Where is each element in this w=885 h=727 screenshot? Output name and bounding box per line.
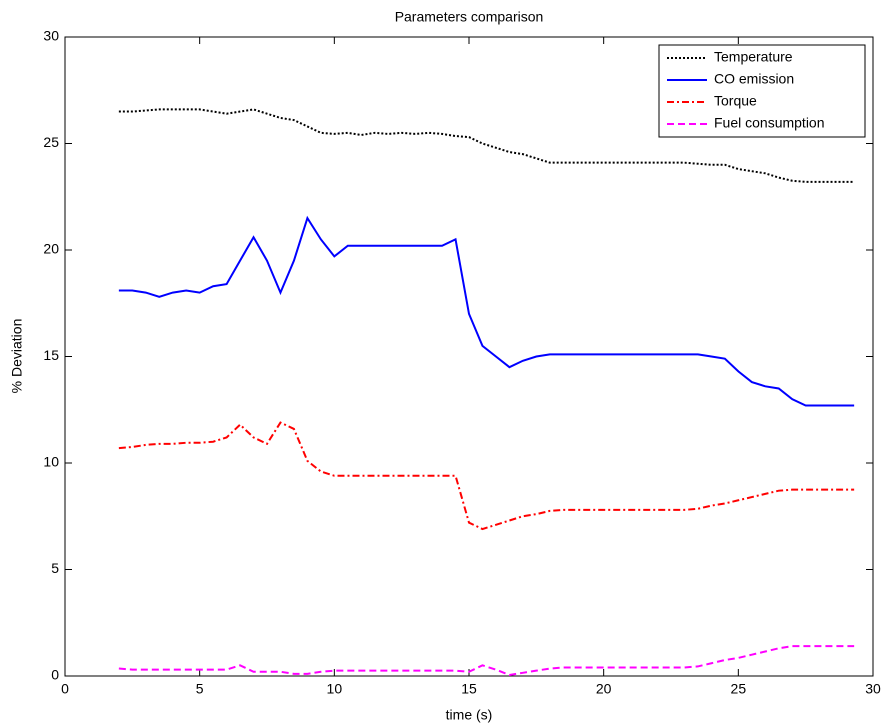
y-tick-label: 5 [51, 560, 59, 576]
y-tick-label: 30 [43, 28, 59, 44]
x-tick-label: 5 [196, 681, 204, 697]
x-tick-label: 25 [731, 681, 747, 697]
x-axis-label: time (s) [446, 707, 493, 723]
x-tick-label: 15 [461, 681, 477, 697]
x-tick-label: 10 [327, 681, 343, 697]
legend-box [658, 44, 866, 138]
series-line [118, 108, 855, 183]
x-tick-label: 20 [596, 681, 612, 697]
legend-label: Temperature [714, 49, 793, 65]
y-tick-label: 10 [43, 454, 59, 470]
y-tick-label: 25 [43, 134, 59, 150]
series-line [118, 421, 855, 531]
series-line [118, 645, 855, 676]
legend-label: CO emission [714, 71, 794, 87]
y-tick-label: 15 [43, 347, 59, 363]
legend-label: Torque [714, 93, 757, 109]
legend-label: Fuel consumption [714, 115, 825, 131]
x-tick-label: 0 [61, 681, 69, 697]
chart-title: Parameters comparison [395, 9, 544, 25]
y-tick-label: 0 [51, 667, 59, 683]
y-tick-label: 20 [43, 241, 59, 257]
series-line [118, 215, 855, 407]
x-tick-label: 30 [865, 681, 881, 697]
y-axis-label: % Deviation [9, 319, 25, 394]
